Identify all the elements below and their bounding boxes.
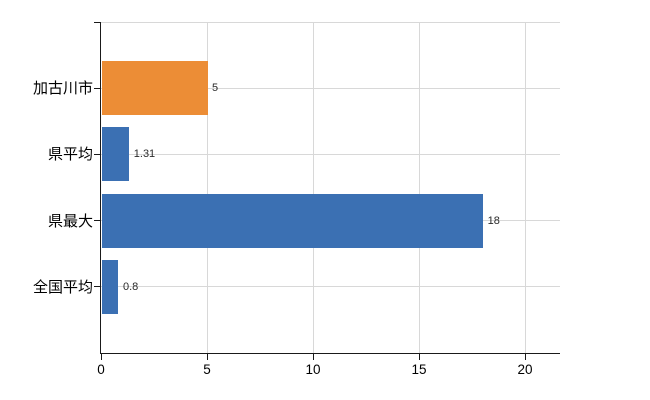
x-tick-20 [524,353,526,360]
plot-top-border [101,21,560,23]
hgridline-3 [101,286,560,288]
x-tick-label-5: 5 [203,362,211,377]
vgridline-20 [524,22,526,353]
bar-2 [101,193,484,248]
x-tick-15 [418,353,420,360]
category-label-2: 県最大 [47,212,93,230]
value-label-1: 1.31 [133,148,156,161]
y-tick-0 [94,87,101,89]
category-label-1: 県平均 [47,146,93,164]
y-axis-line [99,22,101,353]
category-label-3: 全国平均 [32,278,93,296]
y-tick-1 [94,153,101,155]
value-label-0: 5 [212,81,219,94]
x-tick-10 [312,353,314,360]
vgridline-10 [312,22,314,353]
x-axis-line [99,352,560,354]
category-label-0: 加古川市 [32,80,93,98]
value-label-3: 0.8 [122,280,139,293]
hgridline-1 [101,153,560,155]
y-tick-3 [94,286,101,288]
y-tick-top [94,21,101,23]
x-tick-label-0: 0 [97,362,105,377]
bar-1 [101,127,130,182]
x-tick-0 [100,353,102,360]
x-tick-5 [206,353,208,360]
x-tick-label-15: 15 [411,362,427,377]
x-tick-label-20: 20 [517,362,533,377]
vgridline-15 [418,22,420,353]
value-label-2: 18 [487,214,500,227]
hgridline-0 [101,87,560,89]
y-tick-2 [94,220,101,222]
vgridline-5 [206,22,208,353]
x-tick-label-10: 10 [305,362,321,377]
bar-3 [101,259,119,314]
bar-0 [101,61,208,116]
